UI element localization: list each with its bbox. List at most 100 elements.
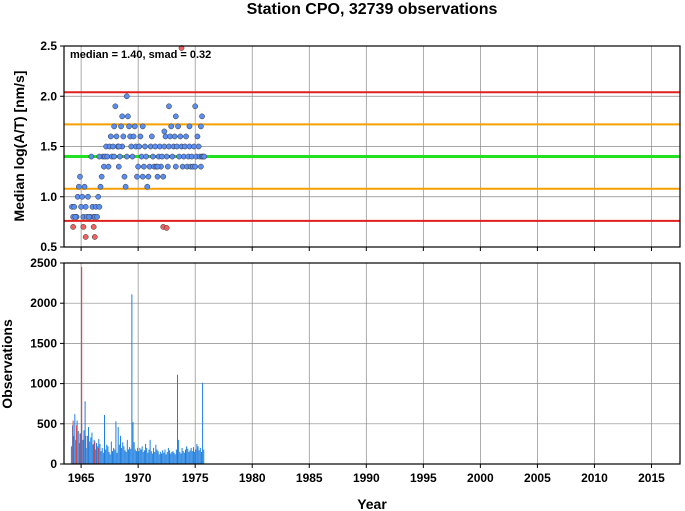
data-point [168, 123, 175, 130]
data-point [111, 153, 118, 160]
data-point [121, 173, 128, 180]
x-tick-label: 1990 [353, 471, 380, 485]
data-point [79, 193, 86, 200]
data-point [194, 133, 201, 140]
chart-title: Station CPO, 32739 observations [247, 1, 498, 18]
data-point [172, 163, 179, 170]
y-tick-label: 1500 [30, 336, 57, 350]
x-tick-label: 1975 [182, 471, 209, 485]
y-tick-label: 1.5 [40, 140, 57, 154]
y-tick-label: 0 [50, 457, 57, 471]
top-points [69, 45, 208, 240]
x-tick-label: 2000 [467, 471, 494, 485]
data-point [96, 153, 103, 160]
data-point [130, 133, 137, 140]
top-panel: median = 1.40, smad = 0.32 0.5 1.0 1.5 2.0 2… [11, 39, 681, 254]
data-point [119, 113, 126, 120]
data-point [88, 153, 95, 160]
x-tick-label: 1980 [239, 471, 266, 485]
bottom-x-tick-labels: 1965 1970 1975 1980 1985 1990 1995 2000 2005 2010… [68, 471, 665, 485]
x-tick-label: 1965 [68, 471, 95, 485]
x-tick-label: 1985 [296, 471, 323, 485]
data-point [81, 183, 88, 190]
data-point [163, 153, 170, 160]
data-point [145, 173, 152, 180]
data-point [183, 133, 189, 140]
x-tick-label: 1995 [410, 471, 437, 485]
data-point [135, 163, 141, 170]
data-point [177, 133, 184, 140]
data-point [86, 214, 92, 220]
data-point [97, 183, 104, 190]
data-point [199, 113, 205, 120]
data-point [175, 123, 181, 130]
data-point [143, 153, 149, 160]
top-frame [63, 45, 681, 248]
data-point [166, 103, 172, 110]
data-point [172, 113, 179, 120]
data-point [107, 133, 114, 140]
data-point [123, 153, 130, 160]
top-y-axis-label: Median log(A/T) [nm/s] [11, 71, 27, 222]
bottom-y-axis-label: Observations [0, 319, 15, 409]
data-point [125, 113, 131, 120]
data-point [171, 133, 178, 140]
data-point [141, 163, 147, 170]
data-point [139, 123, 146, 130]
x-tick-label: 2005 [524, 471, 551, 485]
x-tick-label: 1970 [125, 471, 152, 485]
x-axis-label: Year [357, 496, 387, 511]
data-point [70, 224, 76, 230]
data-point [122, 183, 129, 190]
data-point [126, 123, 132, 130]
bottom-bars [70, 267, 205, 464]
data-point [105, 163, 112, 170]
data-point [120, 133, 127, 140]
data-point [160, 173, 167, 180]
data-point [95, 193, 102, 200]
y-tick-label: 0.5 [40, 240, 57, 254]
stats-annotation: median = 1.40, smad = 0.32 [70, 49, 211, 61]
data-point [72, 214, 79, 220]
data-point [112, 103, 119, 110]
data-point [123, 93, 130, 100]
data-point [192, 103, 199, 110]
data-point [115, 163, 122, 170]
bottom-frame [63, 262, 681, 465]
data-point [111, 123, 118, 130]
data-point [94, 214, 100, 220]
y-tick-label: 2.0 [40, 89, 57, 103]
data-point [163, 225, 170, 231]
data-point [91, 234, 98, 240]
data-point [142, 143, 148, 150]
data-point [154, 163, 161, 170]
y-tick-label: 1.0 [40, 190, 57, 204]
data-point [201, 153, 208, 160]
y-tick-label: 2500 [30, 256, 57, 270]
data-point [192, 163, 199, 170]
data-point [80, 224, 87, 230]
data-point [164, 163, 171, 170]
data-point [198, 163, 204, 170]
y-tick-label: 2.5 [40, 39, 57, 53]
data-point [198, 123, 204, 130]
data-point [134, 173, 140, 180]
data-point [195, 143, 202, 150]
data-point [131, 123, 138, 130]
data-point [136, 143, 143, 150]
x-tick-label: 2015 [638, 471, 665, 485]
data-point [98, 173, 105, 180]
x-tick-label: 2010 [581, 471, 608, 485]
y-tick-label: 2000 [30, 296, 57, 310]
data-point [161, 128, 168, 135]
data-point [96, 203, 103, 210]
data-point [129, 153, 136, 160]
data-point [82, 234, 89, 240]
data-point [90, 224, 97, 230]
data-point [85, 193, 91, 200]
data-point [113, 133, 120, 140]
data-point [115, 143, 122, 150]
data-point [169, 153, 176, 160]
data-point [154, 173, 161, 180]
